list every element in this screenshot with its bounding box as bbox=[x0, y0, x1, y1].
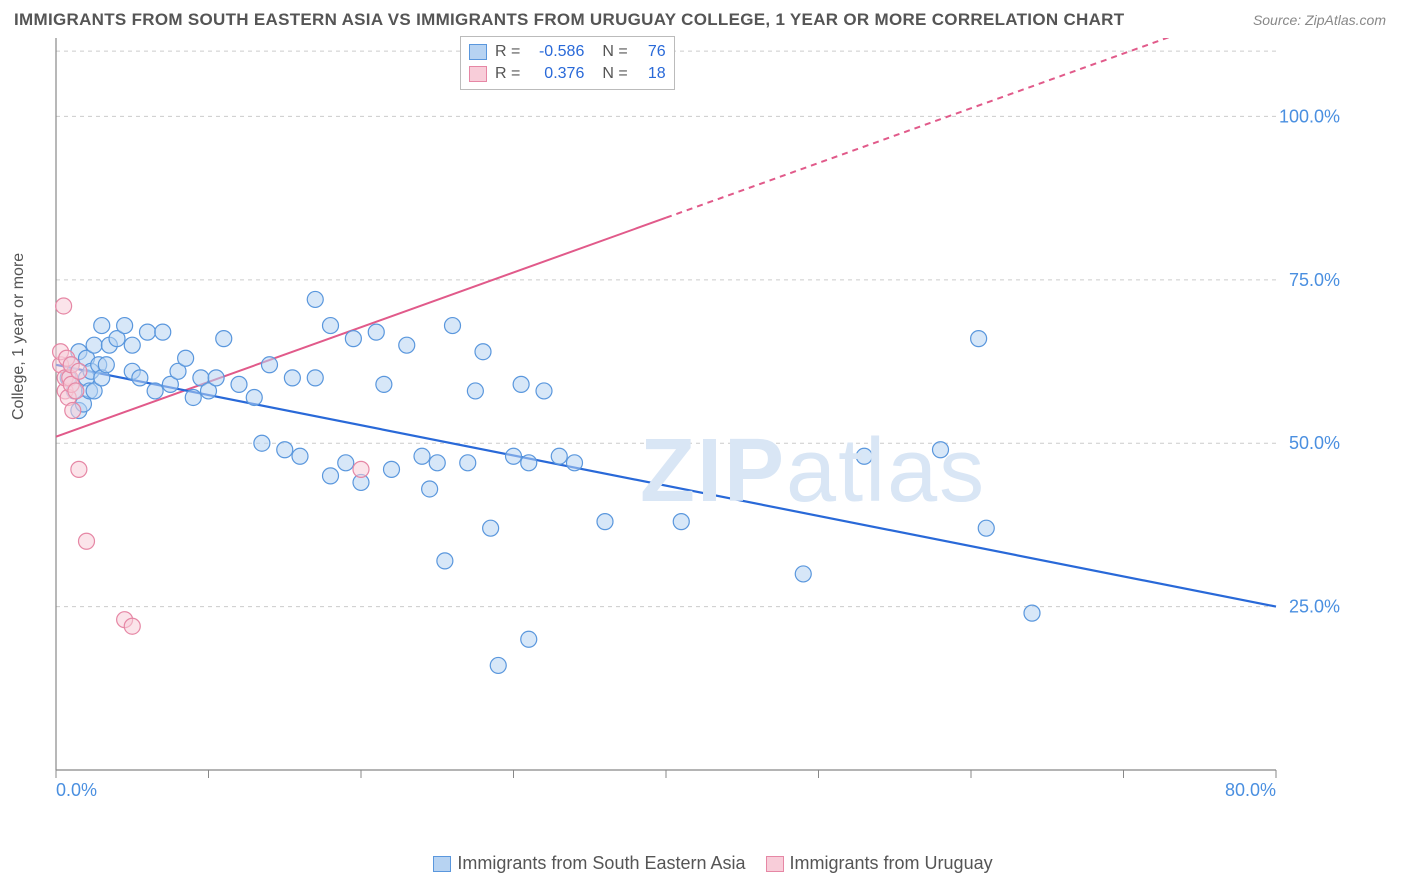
legend-row: R = 0.376 N = 18 bbox=[469, 63, 666, 85]
series-legend: Immigrants from South Eastern Asia Immigr… bbox=[0, 853, 1406, 874]
legend-r-value: 0.376 bbox=[528, 65, 584, 83]
legend-series-label: Immigrants from South Eastern Asia bbox=[457, 853, 745, 873]
svg-text:100.0%: 100.0% bbox=[1279, 106, 1340, 126]
legend-swatch bbox=[469, 66, 487, 82]
legend-n-value: 18 bbox=[636, 65, 666, 83]
legend-series-label: Immigrants from Uruguay bbox=[790, 853, 993, 873]
legend-r-value: -0.586 bbox=[528, 43, 584, 61]
svg-text:0.0%: 0.0% bbox=[56, 780, 97, 798]
chart-area: 25.0% 50.0% 75.0% 100.0% 0.0% 80.0% bbox=[48, 38, 1348, 798]
legend-row: R = -0.586 N = 76 bbox=[469, 41, 666, 63]
legend-r-label: R = bbox=[495, 43, 520, 61]
legend-swatch bbox=[766, 856, 784, 872]
correlation-legend: R = -0.586 N = 76 R = 0.376 N = 18 bbox=[460, 36, 675, 90]
legend-swatch bbox=[433, 856, 451, 872]
legend-n-label: N = bbox=[602, 43, 627, 61]
svg-text:25.0%: 25.0% bbox=[1289, 597, 1340, 617]
svg-text:50.0%: 50.0% bbox=[1289, 433, 1340, 453]
source-label: Source: ZipAtlas.com bbox=[1253, 12, 1386, 28]
svg-text:75.0%: 75.0% bbox=[1289, 270, 1340, 290]
legend-swatch bbox=[469, 44, 487, 60]
chart-title: IMMIGRANTS FROM SOUTH EASTERN ASIA VS IM… bbox=[14, 10, 1124, 30]
legend-n-label: N = bbox=[602, 65, 627, 83]
legend-r-label: R = bbox=[495, 65, 520, 83]
legend-n-value: 76 bbox=[636, 43, 666, 61]
svg-text:80.0%: 80.0% bbox=[1225, 780, 1276, 798]
scatter-plot-svg: 25.0% 50.0% 75.0% 100.0% 0.0% 80.0% bbox=[48, 38, 1348, 798]
y-axis-label: College, 1 year or more bbox=[10, 253, 28, 420]
